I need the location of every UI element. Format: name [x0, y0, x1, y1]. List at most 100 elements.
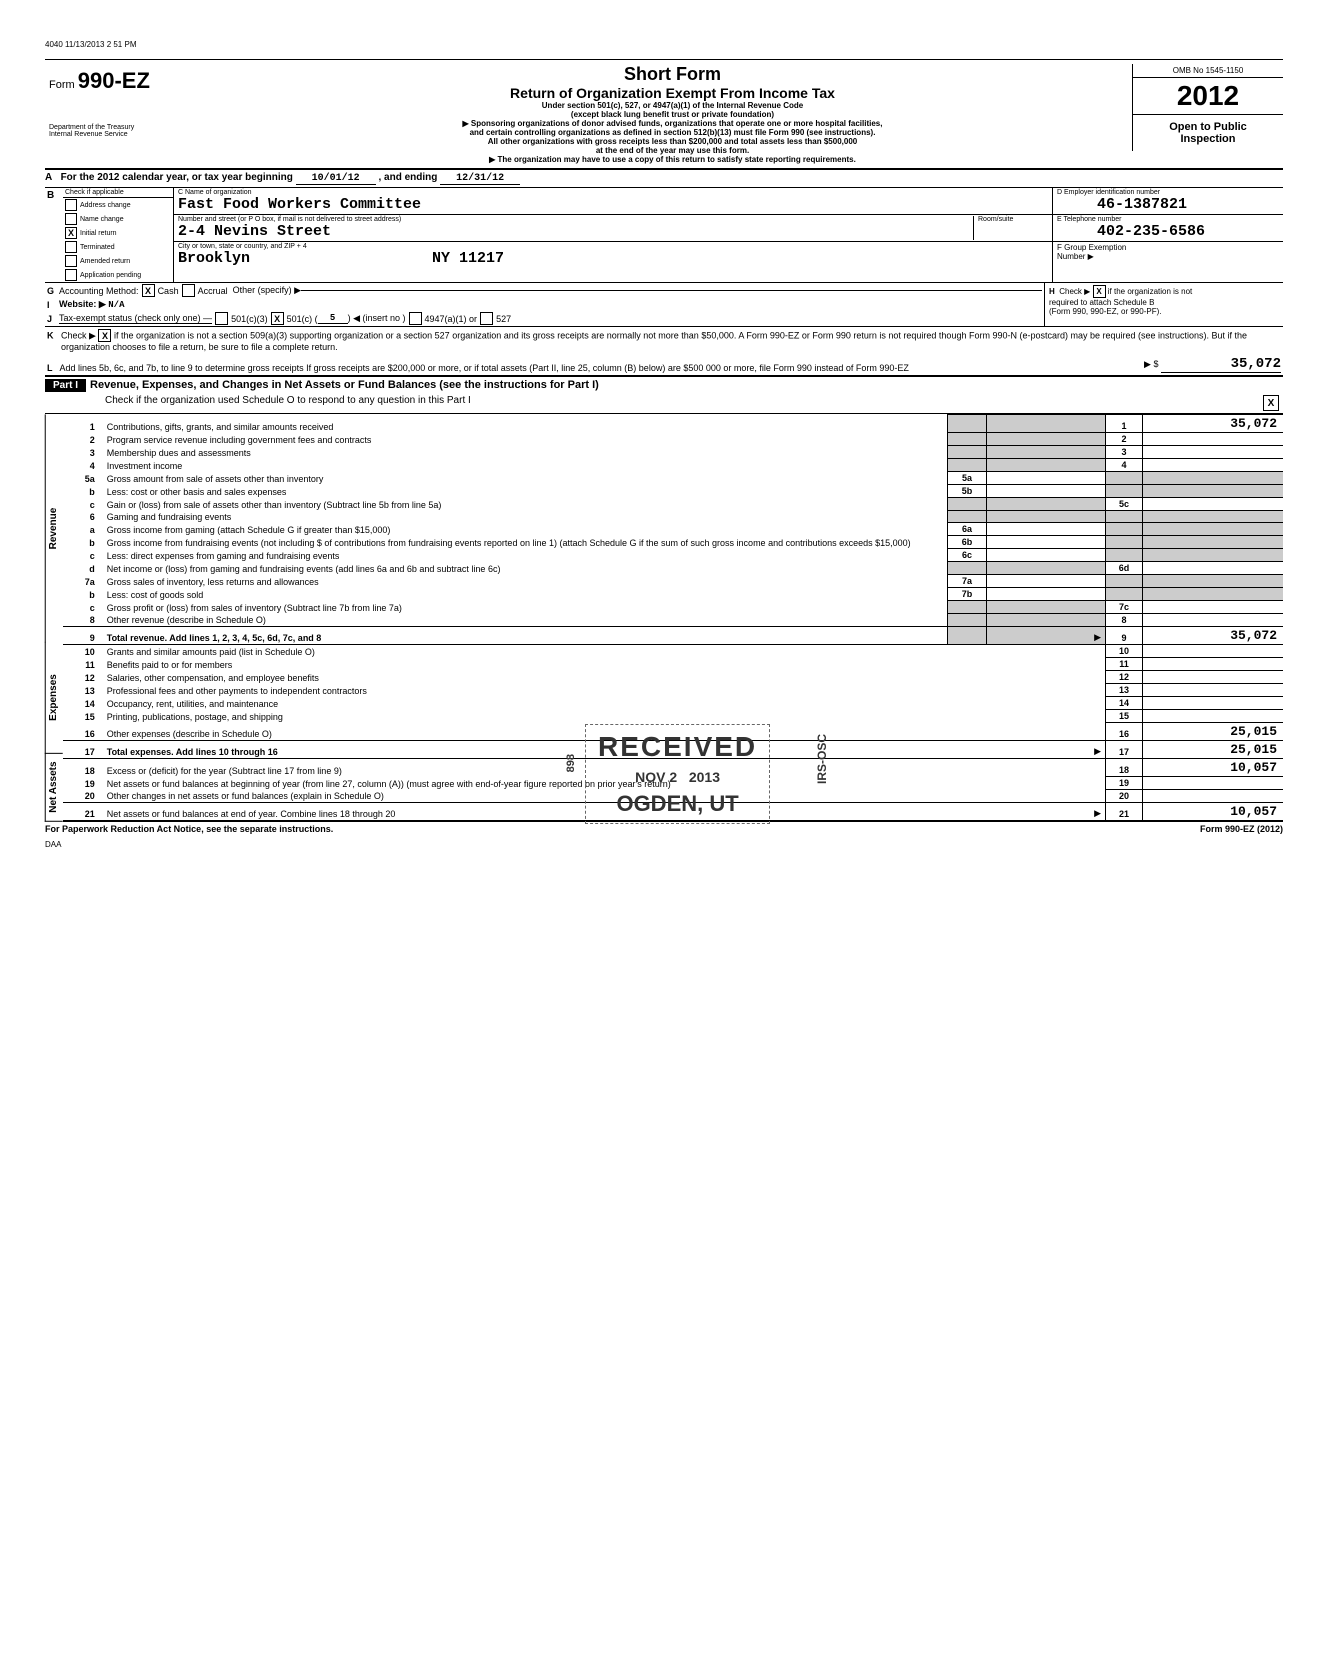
- l20-num: 20: [63, 790, 103, 803]
- h-text3: (Form 990, 990-EZ, or 990-PF).: [1049, 307, 1161, 316]
- row-i: I Website: ▶ N/A: [45, 298, 1044, 311]
- l5a-mid: 5a: [948, 472, 987, 485]
- chk-terminated[interactable]: Terminated: [63, 240, 173, 254]
- part-i-body: RECEIVED NOV 2 2013 OGDEN, UT IRS-OSC 89…: [45, 414, 1283, 822]
- l5b-desc: Less: cost or other basis and sales expe…: [103, 485, 948, 498]
- open-public-1: Open to Public: [1169, 121, 1247, 133]
- stamp-ogden: OGDEN, UT: [598, 791, 757, 817]
- form-num: 990-EZ: [78, 68, 150, 93]
- chk-address-change[interactable]: Address change: [63, 198, 173, 212]
- j-527-box[interactable]: [480, 312, 493, 325]
- l6b-desc: Gross income from fundraising events (no…: [103, 536, 948, 549]
- j-501c-box[interactable]: X: [271, 312, 284, 325]
- b-term: Terminated: [80, 244, 115, 251]
- l9-val: 35,072: [1143, 627, 1284, 645]
- l3-rbox: 3: [1106, 446, 1143, 459]
- stamp-irs: IRS-OSC: [815, 734, 829, 784]
- l14-num: 14: [63, 697, 103, 710]
- b-header: Check if applicable: [63, 188, 173, 198]
- chk-application-pending[interactable]: Application pending: [63, 268, 173, 282]
- col-d-e-f: D Employer identification number 46-1387…: [1052, 188, 1283, 282]
- l-value: 35,072: [1161, 356, 1281, 373]
- l7c-rbox: 7c: [1106, 601, 1143, 614]
- col-c-org-info: C Name of organization Fast Food Workers…: [174, 188, 1052, 282]
- l11-desc: Benefits paid to or for members: [103, 658, 1106, 671]
- b-initial-x: X: [65, 227, 77, 239]
- chk-name-change[interactable]: Name change: [63, 212, 173, 226]
- b-app: Application pending: [80, 272, 141, 279]
- l6a-mid: 6a: [948, 523, 987, 536]
- stamp-received: RECEIVED: [598, 731, 757, 763]
- h-box[interactable]: X: [1093, 285, 1106, 298]
- l14-desc: Occupancy, rent, utilities, and maintena…: [103, 697, 1106, 710]
- l18-rbox: 18: [1106, 759, 1143, 777]
- l16-val: 25,015: [1143, 723, 1284, 741]
- part-i-check-text: Check if the organization used Schedule …: [105, 395, 1263, 411]
- k-box[interactable]: X: [98, 329, 111, 342]
- l8-num: 8: [63, 614, 103, 627]
- c-label: C Name of organization: [178, 189, 252, 196]
- g-label: Accounting Method:: [59, 286, 139, 296]
- l7a-num: 7a: [63, 575, 103, 588]
- ein: 46-1387821: [1057, 196, 1187, 213]
- chk-amended[interactable]: Amended return: [63, 254, 173, 268]
- l6-num: 6: [63, 511, 103, 523]
- side-net-assets: Net Assets: [45, 754, 63, 822]
- sponsor-1: ▶ Sponsoring organizations of donor advi…: [219, 119, 1126, 128]
- tax-year: 2012: [1133, 78, 1283, 115]
- l15-num: 15: [63, 710, 103, 723]
- l21-desc: Net assets or fund balances at end of ye…: [103, 803, 987, 822]
- section-b-through-f: B Check if applicable Address change Nam…: [45, 188, 1283, 283]
- j-4947-box[interactable]: [409, 312, 422, 325]
- g-accrual-box[interactable]: [182, 284, 195, 297]
- part-i-label: Part I: [45, 379, 86, 392]
- letter-j: J: [47, 314, 59, 324]
- open-public-2: Inspection: [1180, 133, 1235, 145]
- l7b-mid: 7b: [948, 588, 987, 601]
- letter-h: H: [1049, 287, 1055, 296]
- form-label: Form: [49, 79, 75, 91]
- row-k: K Check ▶ X if the organization is not a…: [45, 327, 1283, 354]
- l1-val: 35,072: [1143, 415, 1284, 433]
- f-label2: Number ▶: [1057, 252, 1094, 261]
- letter-k: K: [47, 331, 54, 341]
- k-label: Check ▶: [61, 331, 96, 341]
- part-i-title: Revenue, Expenses, and Changes in Net As…: [86, 377, 603, 393]
- footer-daa: DAA: [45, 840, 1283, 849]
- j-501c3-box[interactable]: [215, 312, 228, 325]
- d-label: D Employer identification number: [1057, 189, 1160, 196]
- l21-arrow: ▶: [987, 803, 1106, 822]
- chk-initial-return[interactable]: XInitial return: [63, 226, 173, 240]
- omb-number: OMB No 1545-1150: [1133, 64, 1283, 78]
- stamp-date: NOV 2: [635, 769, 677, 785]
- l4-desc: Investment income: [103, 459, 948, 472]
- print-timestamp: 4040 11/13/2013 2 51 PM: [45, 40, 1283, 49]
- org-city: Brooklyn: [178, 250, 250, 267]
- l11-num: 11: [63, 658, 103, 671]
- received-stamp: RECEIVED NOV 2 2013 OGDEN, UT: [585, 724, 770, 824]
- row-g: G Accounting Method: X Cash Accrual Othe…: [45, 283, 1044, 298]
- l5c-rbox: 5c: [1106, 498, 1143, 511]
- subtitle-except: (except black lung benefit trust or priv…: [219, 110, 1126, 119]
- l3-desc: Membership dues and assessments: [103, 446, 948, 459]
- l6a-desc: Gross income from gaming (attach Schedul…: [103, 523, 948, 536]
- l19-rbox: 19: [1106, 777, 1143, 790]
- part-i-check-box[interactable]: X: [1263, 395, 1279, 411]
- l12-rbox: 12: [1106, 671, 1143, 684]
- l18-num: 18: [63, 759, 103, 777]
- l7a-mid: 7a: [948, 575, 987, 588]
- l16-num: 16: [63, 723, 103, 741]
- g-cash-box[interactable]: X: [142, 284, 155, 297]
- letter-b: B: [45, 188, 63, 282]
- l15-desc: Printing, publications, postage, and shi…: [103, 710, 1106, 723]
- col-b-checkboxes: Check if applicable Address change Name …: [63, 188, 174, 282]
- l6a-num: a: [63, 523, 103, 536]
- row-l: L Add lines 5b, 6c, and 7b, to line 9 to…: [45, 354, 1283, 377]
- l10-rbox: 10: [1106, 645, 1143, 658]
- l-arrow: ▶ $: [1144, 359, 1158, 369]
- l21-num: 21: [63, 803, 103, 822]
- l-text: Add lines 5b, 6c, and 7b, to line 9 to d…: [60, 363, 909, 373]
- org-name: Fast Food Workers Committee: [178, 196, 421, 213]
- l6d-desc: Net income or (loss) from gaming and fun…: [103, 562, 948, 575]
- stamp-year: 2013: [689, 769, 720, 785]
